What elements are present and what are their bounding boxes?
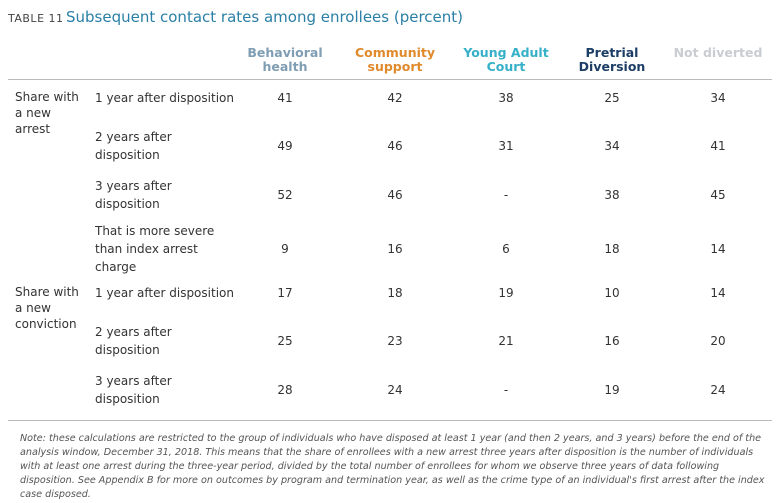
row-label: 1 year after disposition [95,91,234,105]
cell-value: 38 [498,91,514,105]
cell-value: 42 [387,91,403,105]
cell-value: 23 [387,334,403,348]
cell-value: 19 [498,286,514,300]
cell-value: 9 [281,242,289,256]
cell-value: 14 [710,286,726,300]
note: Note: these calculations are restricted … [20,433,765,500]
cell-value: 20 [710,334,726,348]
column-header: Behavioral health [247,45,323,74]
cell-value: 34 [604,139,620,153]
header-rule [8,79,772,80]
cell-value: 10 [604,286,620,300]
cell-value: - [503,383,509,397]
column-header: Not diverted [673,45,763,60]
cell-value: 45 [710,188,726,202]
cell-value: 16 [604,334,620,348]
row-label: 2 years after disposition [95,325,172,357]
cell-value: 17 [277,286,293,300]
group-label: Share with a new conviction [15,285,79,331]
cell-value: 28 [277,383,293,397]
cell-value: 19 [604,383,620,397]
cell-value: 34 [710,91,726,105]
cell-value: 41 [277,91,293,105]
column-header: Community support [354,45,436,74]
cell-value: 31 [498,139,514,153]
column-header: Young Adult Court [463,45,549,74]
cell-value: 25 [277,334,293,348]
table-title: Subsequent contact rates among enrollees… [66,8,464,26]
row-label: 2 years after disposition [95,130,172,162]
bottom-rule [8,420,772,421]
table-label: TABLE 11 [8,12,64,25]
cell-value: 46 [387,139,403,153]
cell-value: 18 [604,242,620,256]
cell-value: 52 [277,188,293,202]
cell-value: 25 [604,91,620,105]
cell-value: - [503,188,509,202]
group-label: Share with a new arrest [15,90,79,136]
cell-value: 6 [502,242,510,256]
column-header: Pretrial Diversion [578,45,646,74]
cell-value: 49 [277,139,293,153]
row-label: 1 year after disposition [95,286,234,300]
cell-value: 41 [710,139,726,153]
cell-value: 18 [387,286,403,300]
cell-value: 21 [498,334,514,348]
row-label: That is more severe than index arrest ch… [95,224,215,274]
row-label: 3 years after disposition [95,179,172,211]
cell-value: 46 [387,188,403,202]
cell-value: 38 [604,188,620,202]
cell-value: 16 [387,242,403,256]
row-label: 3 years after disposition [95,374,172,406]
cell-value: 24 [710,383,726,397]
cell-value: 14 [710,242,726,256]
cell-value: 24 [387,383,403,397]
